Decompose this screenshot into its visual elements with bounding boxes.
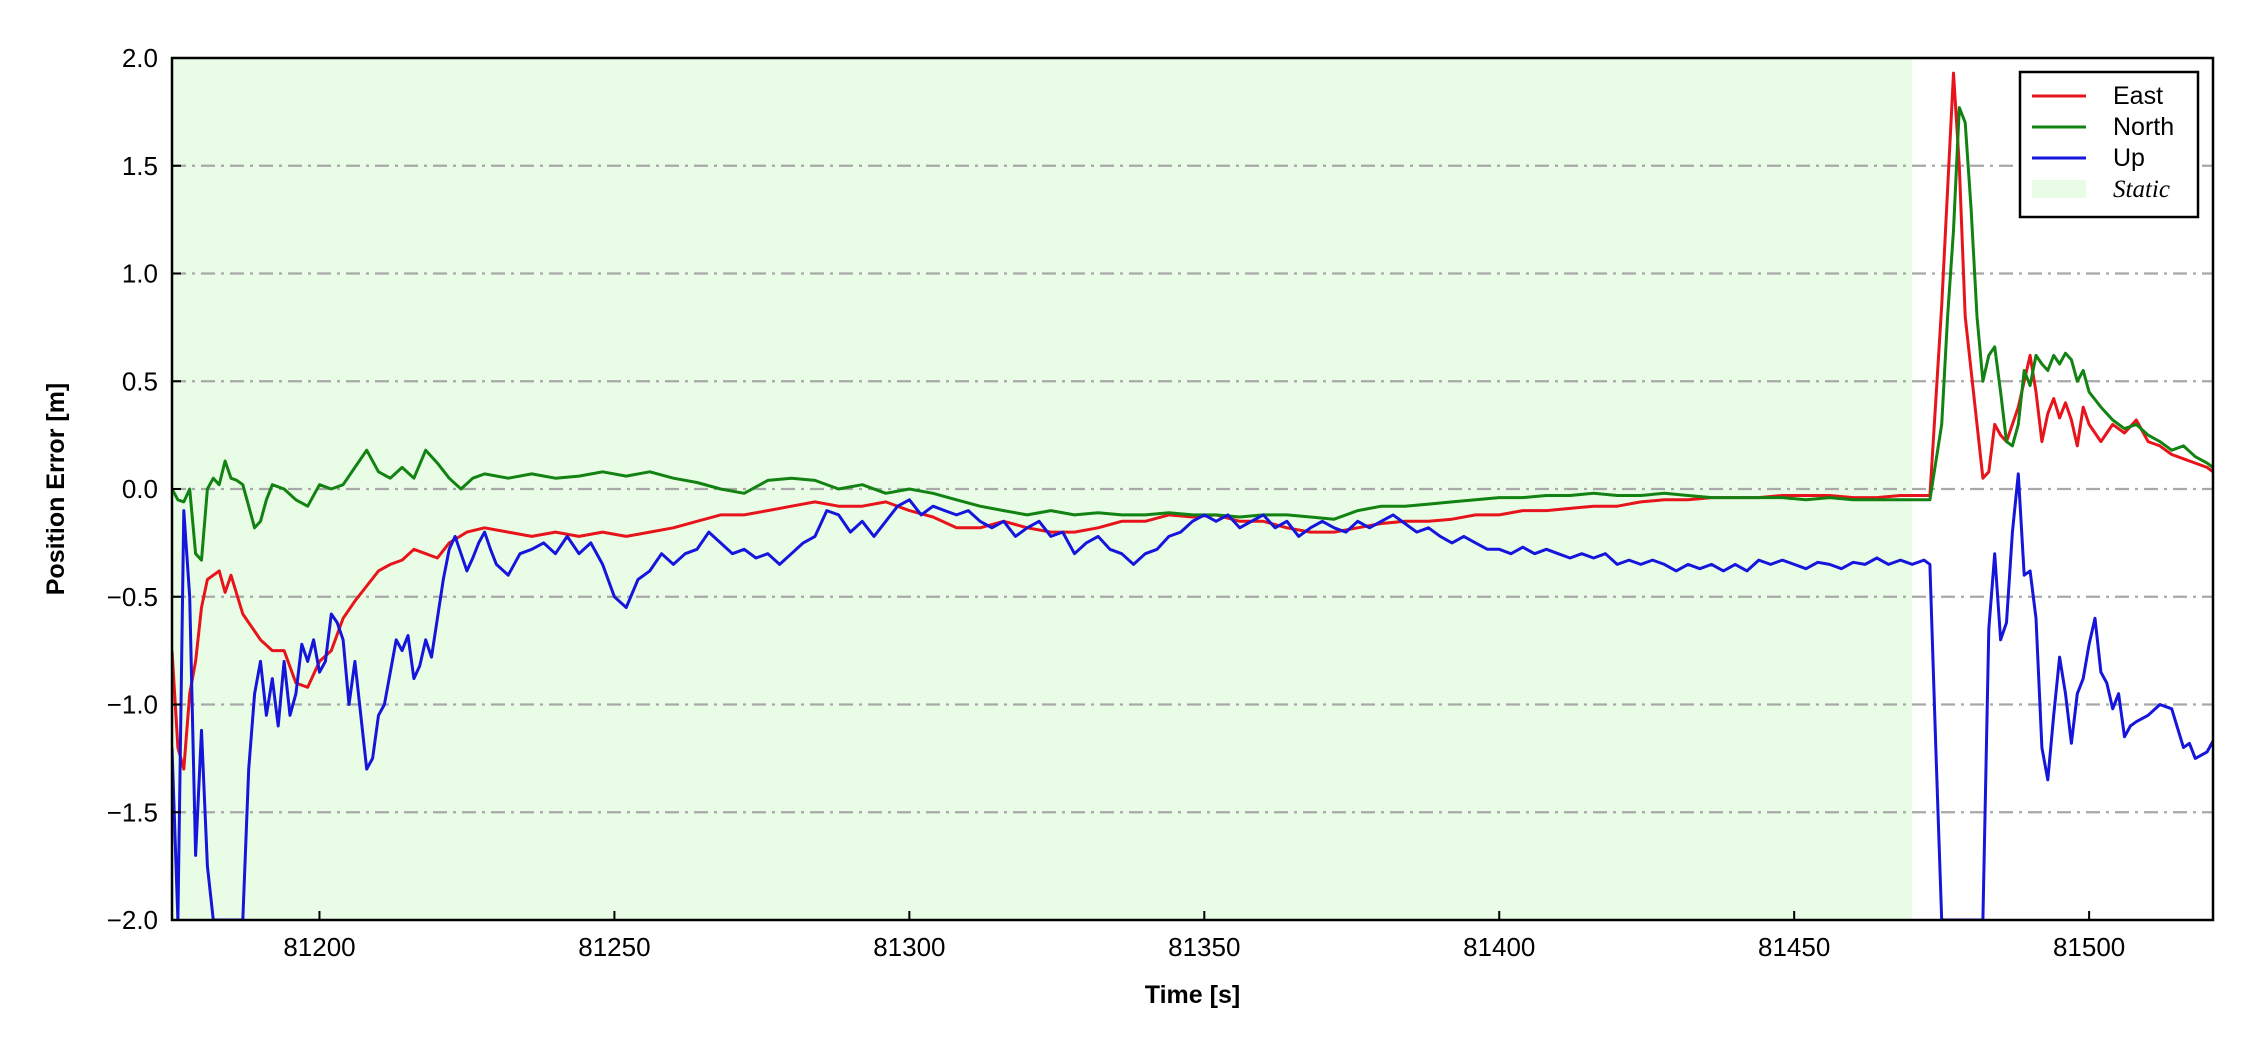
x-tick-label: 81200 (283, 932, 355, 962)
y-tick-label: 1.5 (122, 151, 158, 181)
y-axis-label: Position Error [m] (42, 383, 70, 596)
y-tick-label: 0.0 (122, 474, 158, 504)
x-tick-label: 81400 (1463, 932, 1535, 962)
legend-label-up: Up (2113, 144, 2145, 172)
y-tick-label: −1.5 (107, 797, 158, 827)
y-tick-label: −1.0 (107, 690, 158, 720)
x-tick-label: 81450 (1758, 932, 1830, 962)
grid-layer (172, 164, 2213, 814)
x-tick-label: 81250 (578, 932, 650, 962)
y-tick-label: 2.0 (122, 43, 158, 73)
legend: East North Up Static (2018, 70, 2200, 219)
series-line-north (172, 106, 2213, 562)
tick-layer: 81200 81250 81300 81350 81400 81450 81500 −2.0 −… (107, 43, 2126, 962)
series-line-east (172, 71, 2213, 771)
legend-items: East North Up Static (2032, 82, 2174, 203)
legend-label-east: East (2113, 82, 2163, 110)
y-tick-label: −0.5 (107, 582, 158, 612)
series-line-up (172, 472, 2213, 920)
x-tick-label: 81350 (1168, 932, 1240, 962)
legend-label-north: North (2113, 113, 2174, 141)
y-tick-label: 0.5 (122, 366, 158, 396)
y-tick-label: −2.0 (107, 905, 158, 935)
series-layer (172, 71, 2213, 920)
x-axis-label: Time [s] (1145, 981, 1240, 1009)
y-tick-label: 1.0 (122, 259, 158, 289)
x-tick-label: 81500 (2053, 932, 2125, 962)
legend-swatch-static (2032, 180, 2086, 198)
legend-label-static: Static (2113, 176, 2170, 203)
x-tick-label: 81300 (873, 932, 945, 962)
